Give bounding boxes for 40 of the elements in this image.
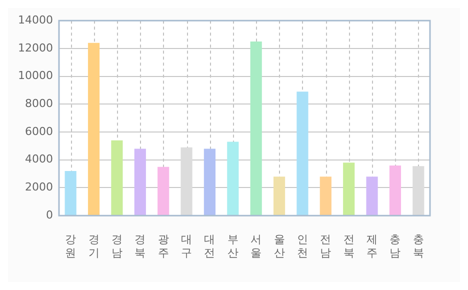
x-tick-label: 충남 (390, 233, 401, 260)
y-tick-label: 8000 (24, 97, 53, 110)
bar (389, 165, 402, 216)
x-tick-label: 경남 (111, 233, 122, 260)
x-tick-label: 전북 (343, 233, 354, 260)
x-tick-label: 경북 (134, 233, 146, 260)
x-tick-label: 부산 (227, 233, 238, 260)
bar (296, 92, 308, 216)
bar (158, 166, 170, 216)
bar (366, 176, 378, 216)
x-tick-label: 전남 (320, 233, 332, 260)
y-tick-label: 10000 (18, 69, 53, 82)
bar (227, 142, 239, 216)
bar (204, 148, 216, 216)
x-tick-label: 강원 (65, 233, 76, 260)
y-tick-label: 2000 (24, 180, 53, 194)
x-tick-label: 광주 (158, 233, 169, 260)
bar (111, 140, 123, 216)
y-tick-label: 12000 (18, 41, 53, 54)
x-tick-label: 서울 (250, 233, 262, 260)
bar (320, 176, 332, 216)
x-tick-label: 인천 (296, 233, 308, 260)
bar (64, 171, 76, 216)
y-tick-label: 4000 (24, 152, 53, 166)
x-tick-label: 충북 (412, 233, 424, 260)
bar (343, 162, 355, 216)
bar (250, 41, 262, 216)
x-tick-label: 대전 (204, 233, 216, 260)
bar (412, 166, 424, 216)
x-tick-label: 제주 (366, 233, 378, 260)
bar (180, 147, 192, 216)
bar (273, 176, 286, 216)
y-tick-label: 6000 (24, 124, 53, 138)
y-tick-label: 0 (46, 208, 53, 222)
y-tick-label: 14000 (18, 13, 53, 26)
x-tick-label: 경기 (88, 233, 100, 260)
bar (134, 148, 146, 216)
x-tick-label: 대구 (181, 233, 192, 260)
x-tick-label: 울산 (274, 233, 285, 260)
bar (88, 42, 100, 216)
